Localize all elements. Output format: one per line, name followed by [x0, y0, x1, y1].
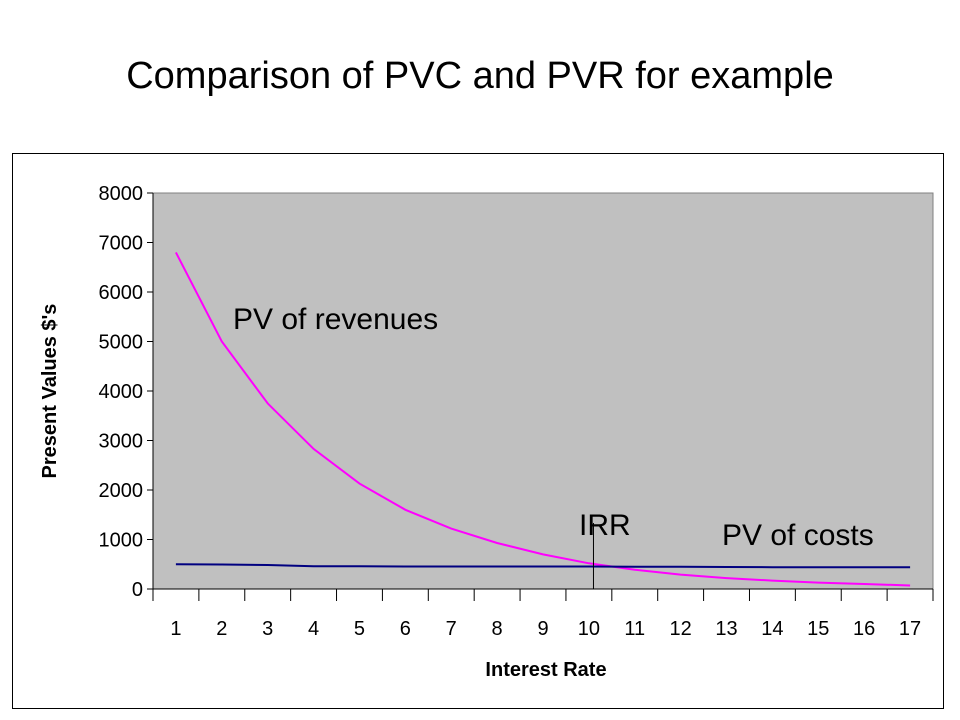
data-point — [588, 565, 590, 567]
data-point — [175, 251, 177, 253]
x-tick-label: 12 — [670, 618, 692, 640]
data-point — [909, 566, 911, 568]
x-tick-label: 8 — [492, 618, 503, 640]
data-point — [680, 566, 682, 568]
data-point — [863, 566, 865, 568]
data-point — [496, 542, 498, 544]
data-point — [588, 562, 590, 564]
data-point — [404, 565, 406, 567]
data-point — [221, 563, 223, 565]
data-point — [313, 565, 315, 567]
x-tick-label: 7 — [446, 618, 457, 640]
data-point — [404, 509, 406, 511]
y-tick-label: 1000 — [99, 530, 144, 552]
data-point — [542, 553, 544, 555]
data-point — [450, 528, 452, 530]
series-line-pv-costs — [175, 563, 911, 569]
y-tick-label: 7000 — [99, 233, 144, 255]
x-axis-title: Interest Rate — [485, 659, 606, 681]
x-tick-label: 2 — [216, 618, 227, 640]
x-tick-label: 1 — [170, 618, 181, 640]
x-tick-label: 10 — [578, 618, 600, 640]
annotation-pv-costs: PV of costs — [722, 519, 874, 552]
y-tick-label: 0 — [132, 579, 143, 601]
x-tick-label: 11 — [624, 618, 645, 640]
y-tick-label: 5000 — [99, 332, 144, 354]
data-point — [542, 565, 544, 567]
plot-area — [152, 192, 934, 590]
x-tick-label: 5 — [354, 618, 365, 640]
x-tick-label: 14 — [761, 618, 783, 640]
data-point — [680, 574, 682, 576]
data-point — [313, 448, 315, 450]
y-tick-label: 2000 — [99, 480, 144, 502]
data-point — [358, 565, 360, 567]
data-point — [726, 577, 728, 579]
data-point — [909, 585, 911, 587]
data-point — [634, 566, 636, 568]
data-point — [634, 569, 636, 571]
data-point — [817, 566, 819, 568]
series-layer — [175, 251, 911, 587]
y-tick-label: 3000 — [99, 431, 144, 453]
data-point — [496, 565, 498, 567]
y-tick-label: 8000 — [99, 183, 144, 205]
x-tick-label: 3 — [262, 618, 273, 640]
data-point — [358, 483, 360, 485]
annotation-irr: IRR — [579, 509, 631, 542]
data-point — [863, 583, 865, 585]
x-tick-label: 13 — [715, 618, 737, 640]
x-tick-label: 6 — [400, 618, 411, 640]
y-axis-title: Present Values $'s — [39, 304, 61, 479]
x-tick-label: 17 — [899, 618, 921, 640]
data-point — [771, 566, 773, 568]
data-point — [221, 341, 223, 343]
x-tick-label: 15 — [807, 618, 829, 640]
data-point — [267, 402, 269, 404]
data-point — [726, 566, 728, 568]
data-point — [450, 565, 452, 567]
data-point — [817, 582, 819, 584]
data-point — [771, 580, 773, 582]
y-axis: 0 1000 2000 3000 4000 5000 6000 7000 8000 — [99, 183, 154, 601]
x-axis: 1 2 3 4 5 6 7 8 9 10 11 12 13 14 15 16 17 — [152, 588, 934, 640]
y-tick-label: 6000 — [99, 282, 144, 304]
page-title: Comparison of PVC and PVR for example — [126, 55, 834, 97]
x-tick-label: 9 — [537, 618, 548, 640]
y-tick-label: 4000 — [99, 381, 144, 403]
annotation-pv-revenues: PV of revenues — [233, 303, 438, 336]
x-tick-label: 16 — [853, 618, 875, 640]
data-point — [175, 563, 177, 565]
x-tick-label: 4 — [308, 618, 319, 640]
series-line-pv-revenues — [175, 251, 911, 587]
data-point — [267, 564, 269, 566]
